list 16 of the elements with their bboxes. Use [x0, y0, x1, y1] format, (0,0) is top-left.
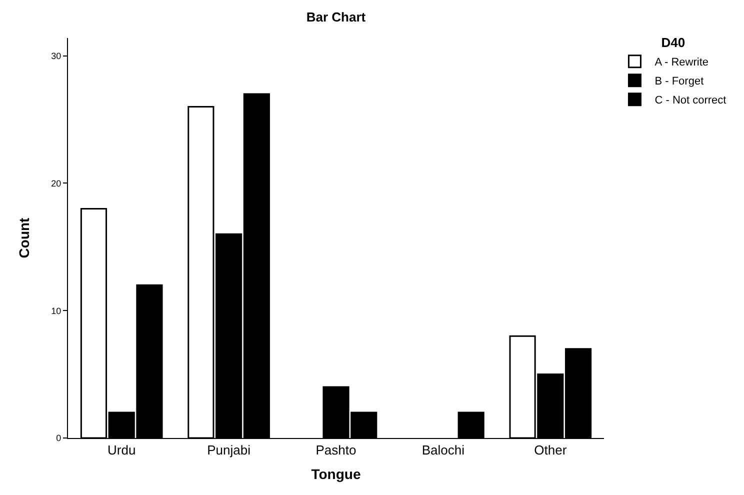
x-tick-label: Other — [534, 442, 568, 458]
y-axis-title: Count — [16, 217, 32, 258]
x-tick-label: Pashto — [316, 442, 356, 458]
x-axis-title: Tongue — [311, 466, 361, 482]
legend-label: A - Rewrite — [654, 56, 709, 69]
x-tick-label: Urdu — [108, 442, 136, 458]
x-tick-label: Punjabi — [207, 442, 251, 458]
y-tick-label: 30 — [51, 50, 62, 61]
legend-label: C - Not correct — [654, 94, 726, 107]
x-tick-label: Balochi — [422, 442, 465, 458]
legend-label: B - Forget — [654, 76, 704, 88]
y-tick-label: 0 — [56, 433, 62, 444]
y-tick-label: 20 — [51, 178, 62, 188]
y-tick-label: 10 — [51, 306, 62, 316]
legend-title: D40 — [661, 34, 686, 50]
chart-title: Bar Chart — [306, 9, 366, 24]
